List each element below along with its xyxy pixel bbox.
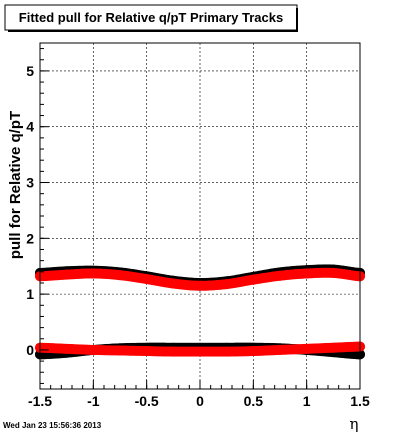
- data-point: [248, 346, 259, 357]
- y-tick-label: 1: [26, 286, 34, 302]
- data-point: [141, 274, 152, 285]
- data-point: [115, 345, 125, 356]
- series-3: [35, 341, 365, 357]
- data-point: [141, 346, 152, 357]
- y-axis-title: pull for Relative q/pT: [7, 111, 24, 259]
- timestamp: Wed Jan 23 15:56:36 2013: [3, 421, 102, 430]
- data-series: [35, 264, 365, 360]
- data-point: [115, 270, 125, 281]
- data-point: [88, 344, 99, 355]
- data-point: [195, 346, 205, 357]
- series-1: [35, 267, 365, 291]
- x-tick-label: 1: [303, 393, 311, 409]
- data-point: [195, 280, 205, 291]
- axis-ticks: [39, 48, 361, 389]
- data-point: [88, 268, 99, 279]
- x-tick-labels: -1.5 -1 -0.5 0 0.5 1 1.5: [28, 393, 370, 409]
- data-point: [61, 269, 72, 280]
- data-point: [301, 268, 312, 279]
- data-point: [275, 270, 285, 281]
- chart-title: Fitted pull for Relative q/pT Primary Tr…: [19, 10, 283, 25]
- y-tick-label: 4: [26, 119, 34, 135]
- x-axis-title: η: [350, 415, 359, 433]
- data-point: [168, 278, 179, 289]
- x-tick-label: 0: [196, 393, 204, 409]
- y-tick-label: 0: [26, 342, 34, 358]
- data-point: [301, 343, 312, 354]
- data-point: [61, 343, 72, 354]
- x-tick-label: -1.5: [28, 393, 52, 409]
- y-tick-labels: 0 1 2 3 4 5: [26, 63, 34, 358]
- data-point: [168, 346, 179, 357]
- data-point: [221, 279, 232, 290]
- y-tick-label: 5: [26, 63, 34, 79]
- x-tick-label: 1.5: [350, 393, 370, 409]
- y-tick-label: 3: [26, 175, 34, 191]
- data-point: [275, 344, 285, 355]
- data-point: [221, 346, 232, 357]
- x-tick-label: -0.5: [135, 393, 159, 409]
- x-tick-label: -1: [87, 393, 100, 409]
- y-tick-label: 2: [26, 230, 34, 246]
- data-point: [328, 267, 339, 278]
- grid: [39, 43, 361, 389]
- title-box: Fitted pull for Relative q/pT Primary Tr…: [4, 4, 298, 32]
- x-tick-label: 0.5: [244, 393, 264, 409]
- data-point: [328, 342, 339, 353]
- data-point: [248, 274, 259, 285]
